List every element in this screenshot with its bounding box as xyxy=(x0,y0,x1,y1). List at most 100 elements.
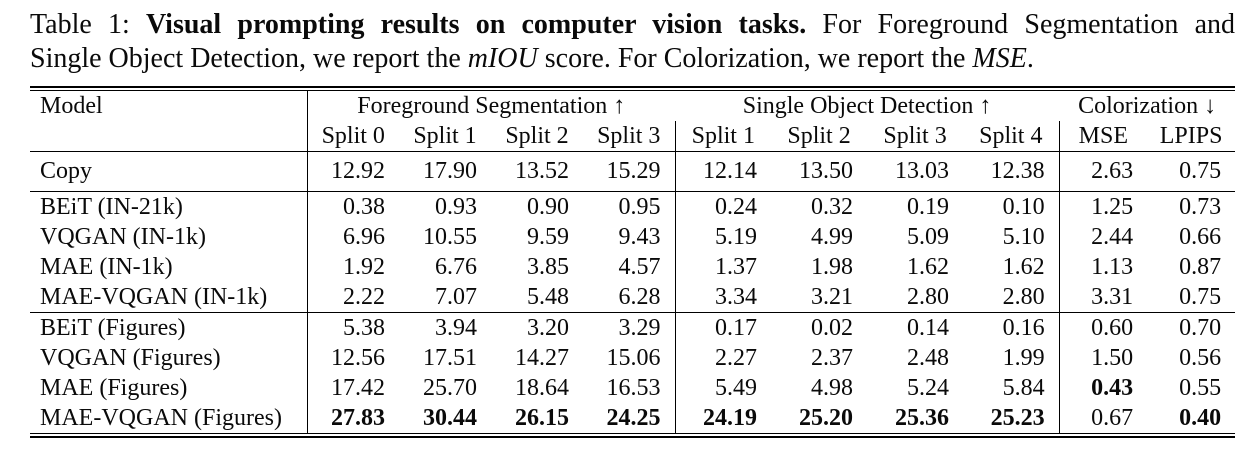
value-cell: 13.52 xyxy=(491,151,583,192)
model-name: MAE-VQGAN (IN-1k) xyxy=(30,282,307,313)
value-cell: 0.10 xyxy=(1002,194,1045,220)
value-cell: 6.96 xyxy=(306,222,399,252)
value-cell: 13.03 xyxy=(867,151,964,192)
table-row: BEiT (Figures) 5.38 3.94 3.20 3.29 0.17 0.02 0.… xyxy=(30,312,1235,343)
table-body: Copy 12.92 17.90 13.52 15.29 12.14 13.50 13.03 1… xyxy=(30,151,1236,433)
value-cell: 5.38 xyxy=(306,312,399,343)
value-cell: 2.80 xyxy=(963,282,1060,313)
value-cell: 0.14 xyxy=(907,315,950,341)
value-cell: 1.25 xyxy=(1058,191,1148,222)
value-cell: 25.70 xyxy=(423,375,477,401)
table-caption: Table 1: Visual prompting results on com… xyxy=(30,8,1235,76)
value-cell: 15.29 xyxy=(583,151,676,192)
subheader-split-3-6: Split 3 xyxy=(867,121,964,152)
caption-line-2: Single Object Detection, we report the m… xyxy=(30,42,1235,76)
value-cell: 3.85 xyxy=(527,254,569,280)
value-cell: 5.48 xyxy=(491,282,583,313)
value-cell: 0.24 xyxy=(674,191,772,222)
value-cell: 0.67 xyxy=(1058,403,1148,433)
subheader-split-1-1: Split 1 xyxy=(399,121,491,152)
value-cell: 0.38 xyxy=(306,191,399,222)
model-name: MAE (IN-1k) xyxy=(40,254,173,280)
value-cell: 0.40 xyxy=(1179,405,1222,431)
table-row: MAE (Figures) 17.42 25.70 18.64 16.53 5.49 4.9… xyxy=(30,373,1235,403)
caption-bold-title: Visual prompting results on computer vis… xyxy=(145,9,807,40)
value-cell: 27.83 xyxy=(306,403,399,433)
value-cell: 17.42 xyxy=(306,373,399,403)
table-header: Model Foreground Segmentation ↑ Single O… xyxy=(30,91,1236,152)
value-cell: 5.19 xyxy=(674,222,772,252)
value-cell: 30.44 xyxy=(423,405,477,431)
value-cell: 2.80 xyxy=(867,282,964,313)
value-cell: 0.60 xyxy=(1058,312,1148,343)
caption-label: Table 1: xyxy=(30,9,146,40)
value-cell: 24.19 xyxy=(674,403,772,433)
value-cell: 5.84 xyxy=(1002,375,1045,401)
value-cell: 2.37 xyxy=(811,345,854,371)
value-cell: 0.55 xyxy=(1179,375,1222,401)
value-cell: 5.49 xyxy=(674,373,772,403)
model-name: BEiT (Figures) xyxy=(40,315,186,341)
value-cell: 1.13 xyxy=(1058,252,1148,282)
value-cell: 15.06 xyxy=(606,345,661,371)
caption-line-1: Table 1: Visual prompting results on com… xyxy=(30,8,1235,42)
model-name: VQGAN (Figures) xyxy=(40,345,221,371)
value-cell: 13.50 xyxy=(771,151,868,192)
table-row: VQGAN (IN-1k) 6.96 10.55 9.59 9.43 5.19 4.99 5.… xyxy=(30,222,1235,252)
value-cell: 4.99 xyxy=(811,224,854,250)
subheader-split-2-2: Split 2 xyxy=(491,121,583,152)
caption-text-1: For Foreground Segmentation and xyxy=(806,9,1235,40)
value-cell: 16.53 xyxy=(606,375,661,401)
value-cell: 4.98 xyxy=(811,375,854,401)
model-name: MAE-VQGAN (Figures) xyxy=(40,405,282,431)
value-cell: 0.90 xyxy=(527,194,569,220)
value-cell: 4.57 xyxy=(618,254,661,280)
column-header-model: Model xyxy=(30,91,307,152)
value-cell: 1.62 xyxy=(1002,254,1045,280)
value-cell: 1.98 xyxy=(811,254,854,280)
value-cell: 1.62 xyxy=(907,254,950,280)
value-cell: 1.37 xyxy=(674,252,772,282)
table-bottom-rule xyxy=(30,433,1235,438)
value-cell: 0.17 xyxy=(674,312,772,343)
model-name: BEiT (IN-21k) xyxy=(40,194,183,220)
model-name: VQGAN (IN-1k) xyxy=(40,224,206,250)
value-cell: 0.75 xyxy=(1147,282,1236,313)
table-top-rule xyxy=(30,86,1235,91)
results-table: Model Foreground Segmentation ↑ Single O… xyxy=(30,91,1236,433)
value-cell: 5.10 xyxy=(1002,224,1045,250)
value-cell: 2.63 xyxy=(1058,151,1148,192)
table-row: BEiT (IN-21k) 0.38 0.93 0.90 0.95 0.24 0.32 0.1… xyxy=(30,191,1235,222)
caption-metric-miou: mIOU xyxy=(467,43,538,74)
value-cell: 9.43 xyxy=(618,224,661,250)
value-cell: 7.07 xyxy=(399,282,491,313)
value-cell: 1.50 xyxy=(1058,343,1148,373)
table-row: VQGAN (Figures) 12.56 17.51 14.27 15.06 2.27 2… xyxy=(30,343,1235,373)
value-cell: 2.44 xyxy=(1058,222,1148,252)
value-cell: 3.34 xyxy=(674,282,772,313)
group-header-foreground-segmentation: Foreground Segmentation ↑ xyxy=(306,91,676,121)
model-name: Copy xyxy=(30,151,307,192)
value-cell: 6.76 xyxy=(435,254,477,280)
caption-text-3: score. For Colorization, we report the xyxy=(537,43,973,74)
value-cell: 3.31 xyxy=(1058,282,1148,313)
subheader-split-4-7: Split 4 xyxy=(963,121,1060,152)
subheader-split-2-5: Split 2 xyxy=(771,121,868,152)
value-cell: 0.70 xyxy=(1179,315,1222,341)
value-cell: 25.23 xyxy=(990,405,1045,431)
value-cell: 17.51 xyxy=(423,345,477,371)
subheader-lpips-9: LPIPS xyxy=(1147,121,1236,152)
value-cell: 12.38 xyxy=(963,151,1060,192)
value-cell: 26.15 xyxy=(515,405,569,431)
caption-text-2: Single Object Detection, we report the xyxy=(30,43,468,74)
value-cell: 14.27 xyxy=(515,345,569,371)
value-cell: 1.99 xyxy=(1002,345,1045,371)
value-cell: 12.14 xyxy=(674,151,772,192)
value-cell: 0.16 xyxy=(1002,315,1045,341)
value-cell: 25.20 xyxy=(799,405,854,431)
subheader-split-1-4: Split 1 xyxy=(674,121,772,152)
value-cell: 2.22 xyxy=(306,282,399,313)
value-cell: 5.24 xyxy=(907,375,950,401)
value-cell: 18.64 xyxy=(515,375,569,401)
value-cell: 0.02 xyxy=(811,315,854,341)
